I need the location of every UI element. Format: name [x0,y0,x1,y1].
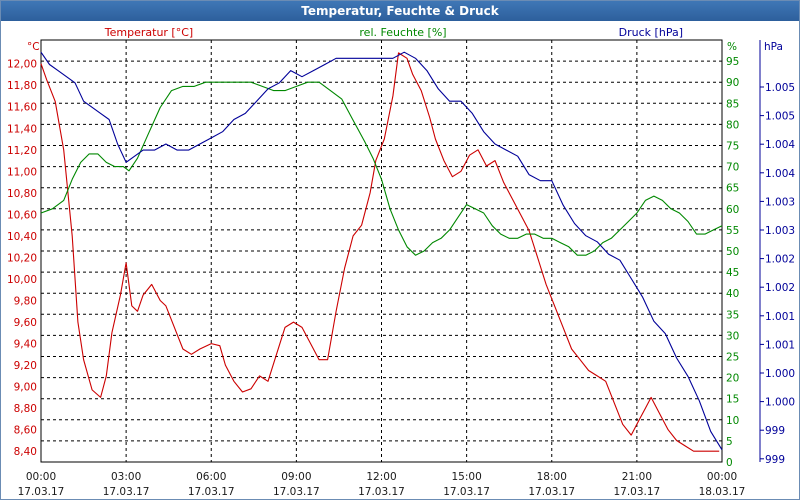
pressure-tick-label: 1.002 [765,254,795,266]
x-tick-time: 00:00 [26,471,56,483]
pressure-tick-label: 1.000 [765,397,795,409]
chart-title: Temperatur, Feuchte & Druck [1,1,799,21]
pressure-tick-label: 1.001 [765,339,795,351]
humidity-tick-label: 80 [726,119,739,131]
humidity-tick-label: 5 [726,436,733,448]
x-tick-date: 17.03.17 [358,486,405,498]
temperature-tick-label: 9,60 [14,317,37,329]
pressure-tick-label: 1.005 [765,111,795,123]
humidity-tick-label: 20 [726,373,739,385]
humidity-tick-label: 10 [726,415,739,427]
pressure-tick-label: 1.004 [765,139,795,151]
humidity-tick-label: 65 [726,183,739,195]
temperature-tick-label: 12,00 [7,59,37,71]
pressure-tick-label: 1.002 [765,282,795,294]
temperature-tick-label: 11,40 [7,123,37,135]
x-tick-date: 17.03.17 [103,486,150,498]
humidity-tick-label: 60 [726,204,739,216]
legend-pressure: Druck [hPa] [619,26,683,39]
temperature-tick-label: 11,20 [7,145,37,157]
temperature-tick-label: 10,40 [7,231,37,243]
pressure-tick-label: 1.000 [765,368,795,380]
humidity-tick-label: 15 [726,394,739,406]
humidity-tick-label: 45 [726,267,739,279]
x-tick-date: 17.03.17 [528,486,575,498]
x-tick-date: 17.03.17 [18,486,65,498]
x-tick-time: 15:00 [451,471,481,483]
x-tick-date: 17.03.17 [188,486,235,498]
humidity-tick-label: 70 [726,162,739,174]
humidity-tick-label: 90 [726,77,739,89]
temperature-tick-label: 9,80 [14,296,37,308]
pressure-tick-label: 999 [765,425,785,437]
humidity-tick-label: 0 [726,457,733,469]
pressure-line [40,51,723,451]
humidity-tick-label: 25 [726,352,739,364]
humidity-tick-label: 40 [726,288,739,300]
humidity-tick-label: 50 [726,246,739,258]
temperature-tick-label: 9,00 [14,382,37,394]
x-tick-date: 17.03.17 [613,486,660,498]
x-tick-date: 18.03.17 [699,486,746,498]
x-tick-time: 06:00 [196,471,226,483]
x-tick-time: 09:00 [281,471,311,483]
temperature-tick-label: 10,20 [7,252,37,264]
temperature-tick-label: 10,80 [7,188,37,200]
x-tick-time: 00:00 [707,471,737,483]
humidity-line [40,81,723,256]
x-tick-time: 12:00 [366,471,396,483]
temperature-tick-label: 9,40 [14,339,37,351]
pressure-tick-label: 1.005 [765,82,795,94]
temperature-tick-label: 8,60 [14,425,37,437]
temperature-tick-label: 11,00 [7,166,37,178]
x-tick-date: 17.03.17 [443,486,490,498]
temperature-tick-label: 10,00 [7,274,37,286]
temperature-line [40,52,720,452]
x-tick-time: 21:00 [622,471,652,483]
humidity-tick-label: 35 [726,309,739,321]
pressure-unit: hPa [764,41,783,53]
humidity-unit: % [727,41,737,53]
temperature-tick-label: 8,40 [14,446,37,458]
temperature-tick-label: 9,20 [14,360,37,372]
humidity-tick-label: 75 [726,141,739,153]
legend-humidity: rel. Feuchte [%] [359,26,446,39]
temperature-tick-label: 11,80 [7,80,37,92]
temperature-tick-label: 8,80 [14,403,37,415]
legend-temperature: Temperatur [°C] [104,26,193,39]
pressure-tick-label: 1.001 [765,311,795,323]
humidity-tick-label: 30 [726,330,739,342]
temperature-tick-label: 11,60 [7,102,37,114]
temperature-unit: °C [27,41,40,53]
humidity-tick-label: 95 [726,56,739,68]
pressure-tick-label: 1.003 [765,196,795,208]
x-tick-date: 17.03.17 [273,486,320,498]
temperature-tick-label: 10,60 [7,209,37,221]
pressure-tick-label: 999 [765,454,785,466]
x-tick-time: 18:00 [537,471,567,483]
pressure-tick-label: 1.003 [765,225,795,237]
pressure-tick-label: 1.004 [765,168,795,180]
humidity-tick-label: 55 [726,225,739,237]
humidity-tick-label: 85 [726,98,739,110]
x-tick-time: 03:00 [111,471,141,483]
